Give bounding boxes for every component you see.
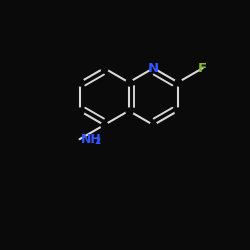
Text: NH: NH — [81, 133, 102, 146]
Text: N: N — [148, 62, 159, 75]
Text: 2: 2 — [94, 137, 101, 146]
Text: F: F — [198, 62, 207, 75]
